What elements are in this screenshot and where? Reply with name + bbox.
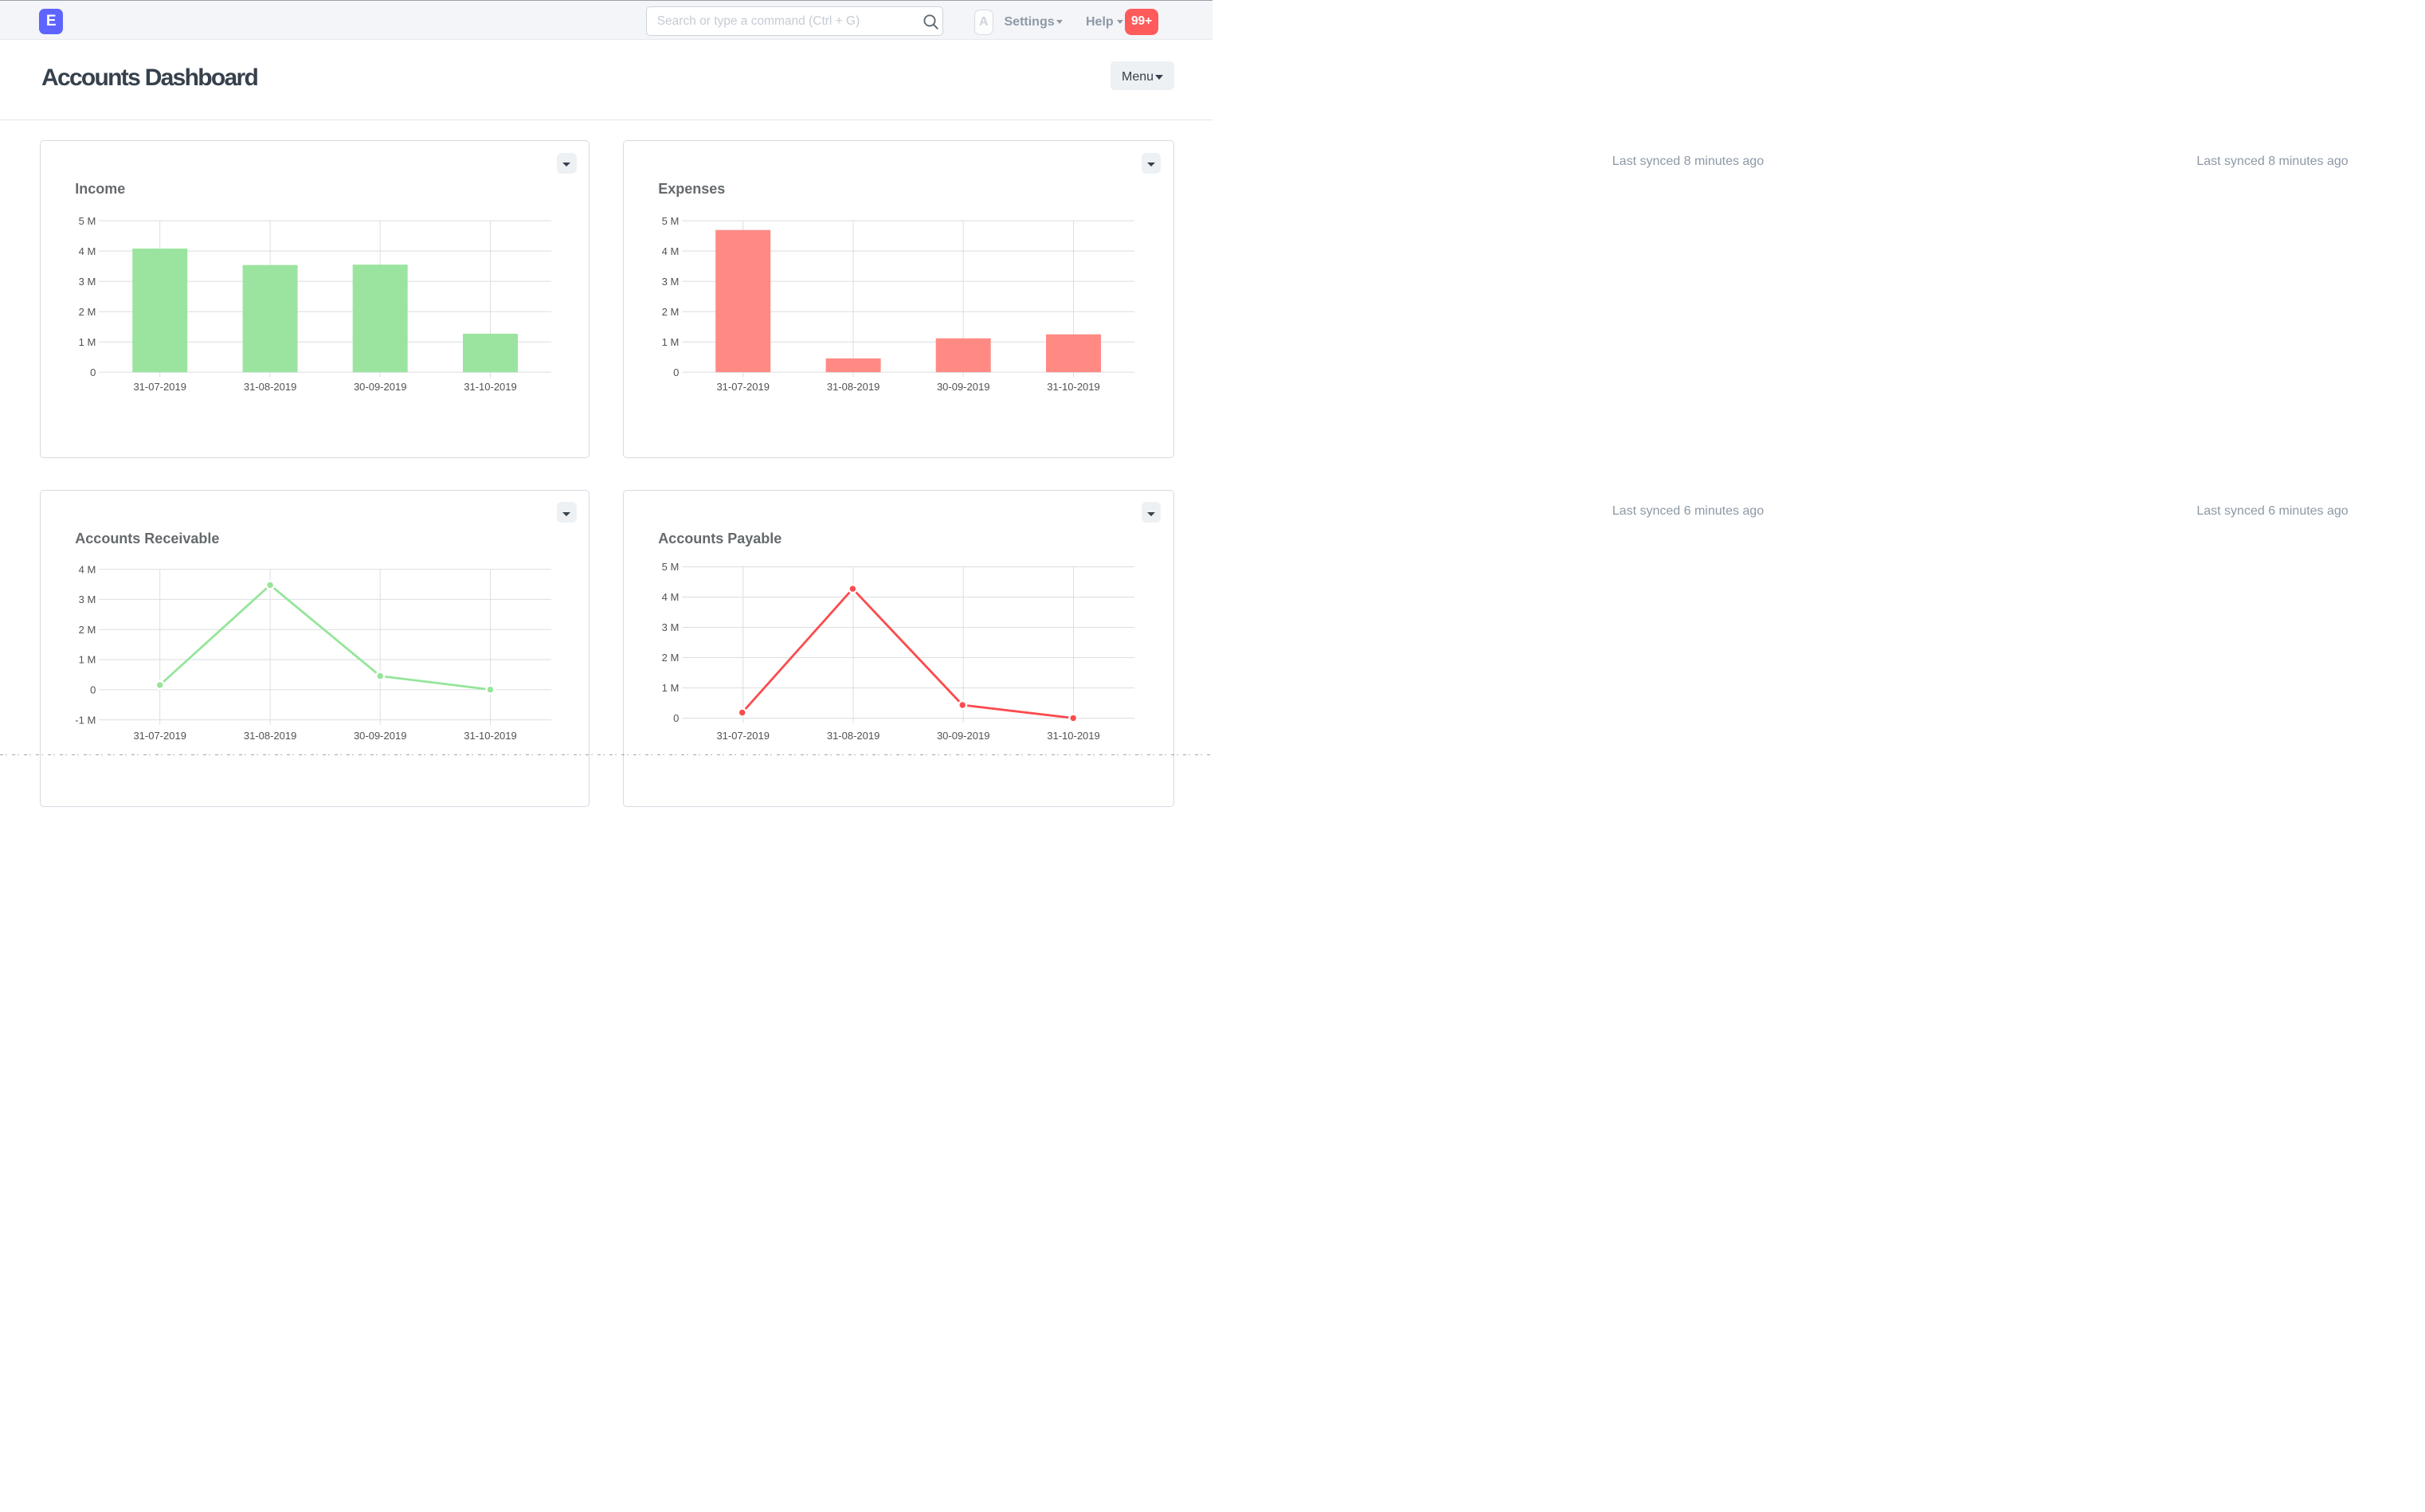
svg-text:5 M: 5 M: [661, 561, 679, 573]
svg-text:30-09-2019: 30-09-2019: [354, 381, 407, 393]
svg-text:1 M: 1 M: [78, 336, 96, 348]
svg-text:4 M: 4 M: [78, 245, 96, 257]
svg-text:30-09-2019: 30-09-2019: [937, 381, 990, 393]
svg-text:31-08-2019: 31-08-2019: [244, 730, 297, 742]
svg-text:3 M: 3 M: [78, 276, 96, 288]
svg-text:31-10-2019: 31-10-2019: [464, 381, 517, 393]
svg-text:2 M: 2 M: [661, 306, 679, 318]
svg-text:0: 0: [90, 684, 96, 695]
svg-text:30-09-2019: 30-09-2019: [937, 730, 990, 742]
svg-text:4 M: 4 M: [661, 591, 679, 603]
svg-text:4 M: 4 M: [661, 245, 679, 257]
svg-text:1 M: 1 M: [78, 654, 96, 666]
svg-text:0: 0: [673, 366, 679, 378]
svg-text:31-10-2019: 31-10-2019: [464, 730, 517, 742]
svg-text:3 M: 3 M: [661, 276, 679, 288]
svg-text:1 M: 1 M: [661, 336, 679, 348]
svg-text:31-10-2019: 31-10-2019: [1047, 381, 1100, 393]
svg-text:-1 M: -1 M: [75, 714, 96, 726]
svg-text:31-07-2019: 31-07-2019: [133, 730, 186, 742]
svg-text:31-07-2019: 31-07-2019: [133, 381, 186, 393]
svg-text:3 M: 3 M: [78, 593, 96, 605]
svg-text:30-09-2019: 30-09-2019: [354, 730, 407, 742]
svg-text:5 M: 5 M: [661, 215, 679, 227]
svg-text:31-08-2019: 31-08-2019: [827, 730, 880, 742]
svg-text:5 M: 5 M: [78, 215, 96, 227]
svg-text:31-10-2019: 31-10-2019: [1047, 730, 1100, 742]
svg-text:1 M: 1 M: [661, 682, 679, 694]
svg-text:31-08-2019: 31-08-2019: [827, 381, 880, 393]
svg-text:4 M: 4 M: [78, 563, 96, 575]
svg-text:31-08-2019: 31-08-2019: [244, 381, 297, 393]
svg-text:3 M: 3 M: [661, 621, 679, 633]
svg-text:31-07-2019: 31-07-2019: [716, 381, 770, 393]
svg-text:0: 0: [90, 366, 96, 378]
svg-text:31-07-2019: 31-07-2019: [716, 730, 770, 742]
svg-text:2 M: 2 M: [78, 624, 96, 636]
svg-text:0: 0: [673, 712, 679, 724]
svg-text:2 M: 2 M: [661, 652, 679, 664]
svg-text:2 M: 2 M: [78, 306, 96, 318]
